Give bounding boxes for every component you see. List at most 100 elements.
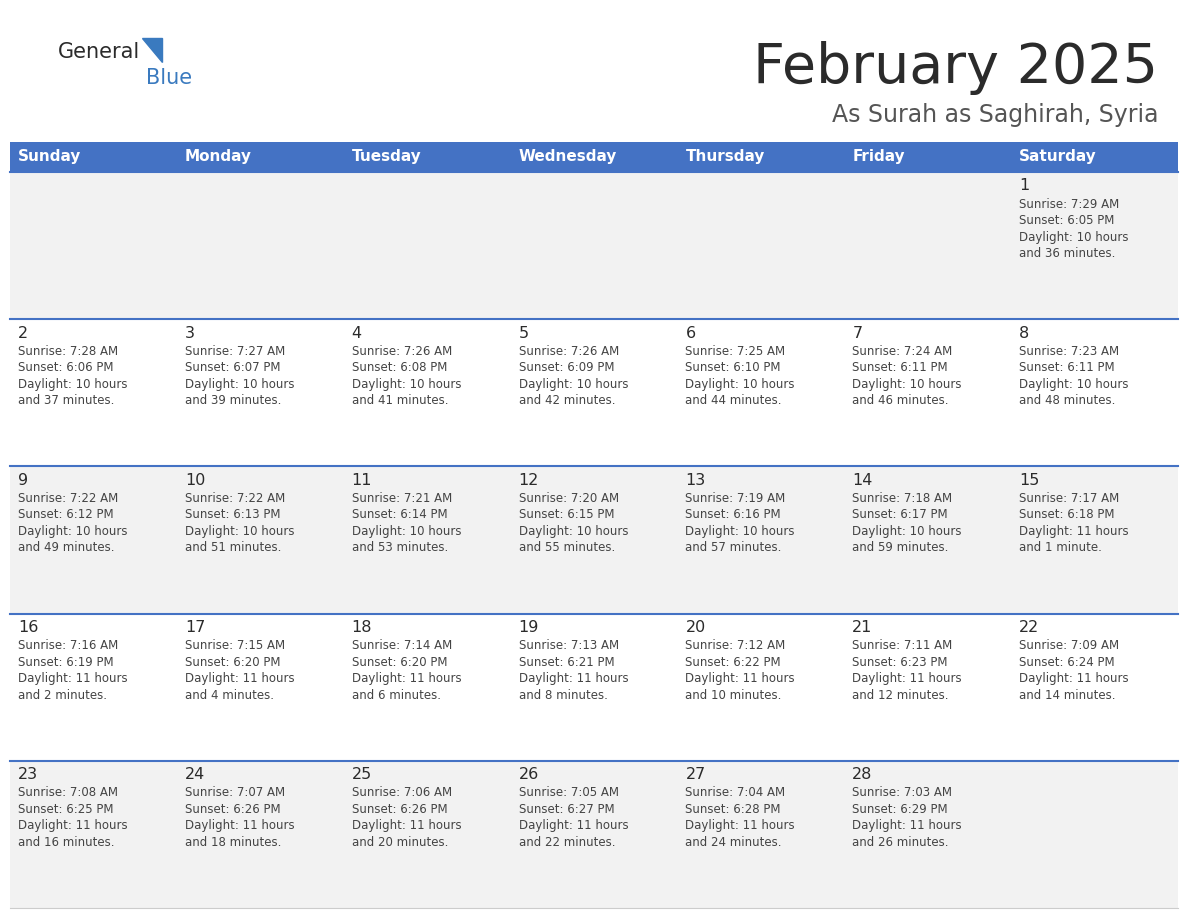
Text: Sunset: 6:09 PM: Sunset: 6:09 PM bbox=[519, 361, 614, 375]
Text: Sunset: 6:07 PM: Sunset: 6:07 PM bbox=[185, 361, 280, 375]
Text: 5: 5 bbox=[519, 326, 529, 341]
Text: Sunset: 6:05 PM: Sunset: 6:05 PM bbox=[1019, 214, 1114, 227]
Text: Daylight: 11 hours: Daylight: 11 hours bbox=[185, 819, 295, 833]
Text: 25: 25 bbox=[352, 767, 372, 782]
Text: Daylight: 10 hours: Daylight: 10 hours bbox=[519, 377, 628, 391]
Text: Sunrise: 7:06 AM: Sunrise: 7:06 AM bbox=[352, 787, 451, 800]
Text: and 20 minutes.: and 20 minutes. bbox=[352, 835, 448, 849]
Text: Sunset: 6:28 PM: Sunset: 6:28 PM bbox=[685, 803, 781, 816]
Text: Daylight: 10 hours: Daylight: 10 hours bbox=[18, 525, 127, 538]
Bar bbox=[10, 613, 1178, 761]
Text: Sunrise: 7:16 AM: Sunrise: 7:16 AM bbox=[18, 639, 119, 652]
Text: Daylight: 10 hours: Daylight: 10 hours bbox=[352, 525, 461, 538]
Text: 26: 26 bbox=[519, 767, 539, 782]
Text: Daylight: 11 hours: Daylight: 11 hours bbox=[352, 672, 461, 685]
Text: February 2025: February 2025 bbox=[753, 41, 1158, 95]
Text: Sunset: 6:10 PM: Sunset: 6:10 PM bbox=[685, 361, 781, 375]
Text: Daylight: 11 hours: Daylight: 11 hours bbox=[18, 672, 127, 685]
Text: and 57 minutes.: and 57 minutes. bbox=[685, 542, 782, 554]
Text: and 6 minutes.: and 6 minutes. bbox=[352, 688, 441, 701]
Text: and 51 minutes.: and 51 minutes. bbox=[185, 542, 282, 554]
Text: Daylight: 10 hours: Daylight: 10 hours bbox=[1019, 230, 1129, 243]
Text: and 4 minutes.: and 4 minutes. bbox=[185, 688, 274, 701]
Text: Sunset: 6:11 PM: Sunset: 6:11 PM bbox=[852, 361, 948, 375]
Text: Sunrise: 7:03 AM: Sunrise: 7:03 AM bbox=[852, 787, 953, 800]
Text: and 41 minutes.: and 41 minutes. bbox=[352, 394, 448, 408]
Text: Daylight: 11 hours: Daylight: 11 hours bbox=[1019, 672, 1129, 685]
Text: Daylight: 10 hours: Daylight: 10 hours bbox=[852, 377, 962, 391]
Text: and 53 minutes.: and 53 minutes. bbox=[352, 542, 448, 554]
Text: 14: 14 bbox=[852, 473, 873, 487]
Text: Sunrise: 7:07 AM: Sunrise: 7:07 AM bbox=[185, 787, 285, 800]
Text: 11: 11 bbox=[352, 473, 372, 487]
Text: and 49 minutes.: and 49 minutes. bbox=[18, 542, 114, 554]
Bar bbox=[10, 319, 1178, 466]
Text: Sunset: 6:22 PM: Sunset: 6:22 PM bbox=[685, 655, 781, 668]
Text: 8: 8 bbox=[1019, 326, 1029, 341]
Text: 24: 24 bbox=[185, 767, 206, 782]
Text: As Surah as Saghirah, Syria: As Surah as Saghirah, Syria bbox=[832, 103, 1158, 127]
Text: and 12 minutes.: and 12 minutes. bbox=[852, 688, 949, 701]
Text: and 8 minutes.: and 8 minutes. bbox=[519, 688, 607, 701]
Text: Thursday: Thursday bbox=[685, 150, 765, 164]
Text: and 36 minutes.: and 36 minutes. bbox=[1019, 247, 1116, 260]
Text: and 10 minutes.: and 10 minutes. bbox=[685, 688, 782, 701]
Text: Daylight: 10 hours: Daylight: 10 hours bbox=[852, 525, 962, 538]
Text: Sunrise: 7:17 AM: Sunrise: 7:17 AM bbox=[1019, 492, 1119, 505]
Text: Wednesday: Wednesday bbox=[519, 150, 617, 164]
Text: and 22 minutes.: and 22 minutes. bbox=[519, 835, 615, 849]
Text: Daylight: 11 hours: Daylight: 11 hours bbox=[185, 672, 295, 685]
Text: Sunrise: 7:23 AM: Sunrise: 7:23 AM bbox=[1019, 344, 1119, 358]
Text: 9: 9 bbox=[18, 473, 29, 487]
Text: and 2 minutes.: and 2 minutes. bbox=[18, 688, 107, 701]
Text: 15: 15 bbox=[1019, 473, 1040, 487]
Text: and 1 minute.: and 1 minute. bbox=[1019, 542, 1102, 554]
Text: Daylight: 11 hours: Daylight: 11 hours bbox=[685, 819, 795, 833]
Text: 2: 2 bbox=[18, 326, 29, 341]
Text: 18: 18 bbox=[352, 620, 372, 635]
Text: Daylight: 10 hours: Daylight: 10 hours bbox=[185, 525, 295, 538]
Text: Sunrise: 7:12 AM: Sunrise: 7:12 AM bbox=[685, 639, 785, 652]
Text: Sunrise: 7:14 AM: Sunrise: 7:14 AM bbox=[352, 639, 451, 652]
Text: Daylight: 10 hours: Daylight: 10 hours bbox=[519, 525, 628, 538]
Text: Sunrise: 7:27 AM: Sunrise: 7:27 AM bbox=[185, 344, 285, 358]
Text: and 24 minutes.: and 24 minutes. bbox=[685, 835, 782, 849]
Text: 1: 1 bbox=[1019, 178, 1029, 194]
Text: Daylight: 11 hours: Daylight: 11 hours bbox=[685, 672, 795, 685]
Text: Daylight: 10 hours: Daylight: 10 hours bbox=[352, 377, 461, 391]
Text: 22: 22 bbox=[1019, 620, 1040, 635]
Text: 17: 17 bbox=[185, 620, 206, 635]
Text: Sunrise: 7:13 AM: Sunrise: 7:13 AM bbox=[519, 639, 619, 652]
Text: Sunrise: 7:19 AM: Sunrise: 7:19 AM bbox=[685, 492, 785, 505]
Text: Sunset: 6:06 PM: Sunset: 6:06 PM bbox=[18, 361, 114, 375]
Text: Sunrise: 7:21 AM: Sunrise: 7:21 AM bbox=[352, 492, 451, 505]
Text: Daylight: 11 hours: Daylight: 11 hours bbox=[352, 819, 461, 833]
Text: Daylight: 11 hours: Daylight: 11 hours bbox=[519, 819, 628, 833]
Text: Sunset: 6:18 PM: Sunset: 6:18 PM bbox=[1019, 509, 1114, 521]
Text: Sunset: 6:27 PM: Sunset: 6:27 PM bbox=[519, 803, 614, 816]
Text: 12: 12 bbox=[519, 473, 539, 487]
Text: Daylight: 10 hours: Daylight: 10 hours bbox=[685, 377, 795, 391]
Text: Tuesday: Tuesday bbox=[352, 150, 422, 164]
Text: Sunset: 6:19 PM: Sunset: 6:19 PM bbox=[18, 655, 114, 668]
Text: Daylight: 11 hours: Daylight: 11 hours bbox=[18, 819, 127, 833]
Text: Sunrise: 7:15 AM: Sunrise: 7:15 AM bbox=[185, 639, 285, 652]
Text: Sunrise: 7:11 AM: Sunrise: 7:11 AM bbox=[852, 639, 953, 652]
Text: Sunset: 6:17 PM: Sunset: 6:17 PM bbox=[852, 509, 948, 521]
Text: 4: 4 bbox=[352, 326, 362, 341]
Text: Sunrise: 7:08 AM: Sunrise: 7:08 AM bbox=[18, 787, 118, 800]
Bar bbox=[10, 172, 1178, 319]
Text: Daylight: 10 hours: Daylight: 10 hours bbox=[1019, 377, 1129, 391]
Text: Sunset: 6:26 PM: Sunset: 6:26 PM bbox=[185, 803, 280, 816]
Text: Sunrise: 7:18 AM: Sunrise: 7:18 AM bbox=[852, 492, 953, 505]
Text: Sunrise: 7:28 AM: Sunrise: 7:28 AM bbox=[18, 344, 118, 358]
Text: Sunset: 6:12 PM: Sunset: 6:12 PM bbox=[18, 509, 114, 521]
Text: 19: 19 bbox=[519, 620, 539, 635]
Text: Sunset: 6:20 PM: Sunset: 6:20 PM bbox=[185, 655, 280, 668]
Text: and 55 minutes.: and 55 minutes. bbox=[519, 542, 615, 554]
Text: Sunrise: 7:26 AM: Sunrise: 7:26 AM bbox=[352, 344, 451, 358]
Text: Daylight: 11 hours: Daylight: 11 hours bbox=[852, 819, 962, 833]
Text: Sunrise: 7:04 AM: Sunrise: 7:04 AM bbox=[685, 787, 785, 800]
Text: and 48 minutes.: and 48 minutes. bbox=[1019, 394, 1116, 408]
Text: Sunset: 6:16 PM: Sunset: 6:16 PM bbox=[685, 509, 781, 521]
